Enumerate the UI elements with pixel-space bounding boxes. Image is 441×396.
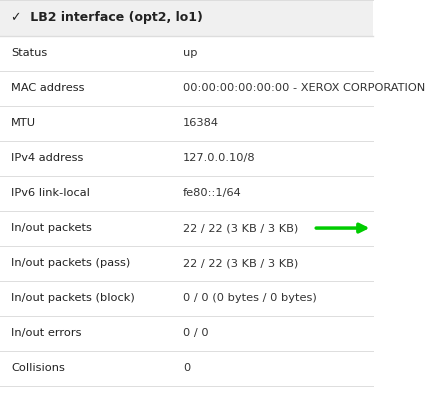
Text: 16384: 16384: [183, 118, 219, 128]
Bar: [0, 316, 373, 350]
Bar: [0, 141, 373, 175]
Text: up: up: [183, 48, 197, 58]
Bar: [0, 280, 373, 316]
Text: 127.0.0.10/8: 127.0.0.10/8: [183, 153, 255, 163]
Bar: [0, 70, 373, 106]
Text: Collisions: Collisions: [11, 363, 65, 373]
Bar: [0, 36, 373, 70]
Text: 0: 0: [183, 363, 190, 373]
Text: In/out errors: In/out errors: [11, 328, 82, 338]
Text: 0 / 0 (0 bytes / 0 bytes): 0 / 0 (0 bytes / 0 bytes): [183, 293, 317, 303]
Text: Status: Status: [11, 48, 48, 58]
Bar: [0, 0, 373, 36]
Text: In/out packets (block): In/out packets (block): [11, 293, 135, 303]
Text: MTU: MTU: [11, 118, 36, 128]
Text: MAC address: MAC address: [11, 83, 85, 93]
Bar: [0, 175, 373, 211]
Text: 22 / 22 (3 KB / 3 KB): 22 / 22 (3 KB / 3 KB): [183, 223, 298, 233]
Text: 0 / 0: 0 / 0: [183, 328, 209, 338]
Bar: [0, 246, 373, 280]
Text: fe80::1/64: fe80::1/64: [183, 188, 242, 198]
Bar: [0, 211, 373, 246]
Text: 00:00:00:00:00:00 - XEROX CORPORATION: 00:00:00:00:00:00 - XEROX CORPORATION: [183, 83, 425, 93]
Text: In/out packets: In/out packets: [11, 223, 92, 233]
FancyArrowPatch shape: [316, 224, 366, 232]
Text: IPv4 address: IPv4 address: [11, 153, 83, 163]
Bar: [0, 106, 373, 141]
Text: 22 / 22 (3 KB / 3 KB): 22 / 22 (3 KB / 3 KB): [183, 258, 298, 268]
Text: IPv6 link-local: IPv6 link-local: [11, 188, 90, 198]
Text: In/out packets (pass): In/out packets (pass): [11, 258, 131, 268]
Text: ✓  LB2 interface (opt2, lo1): ✓ LB2 interface (opt2, lo1): [11, 11, 203, 24]
Bar: [0, 350, 373, 385]
